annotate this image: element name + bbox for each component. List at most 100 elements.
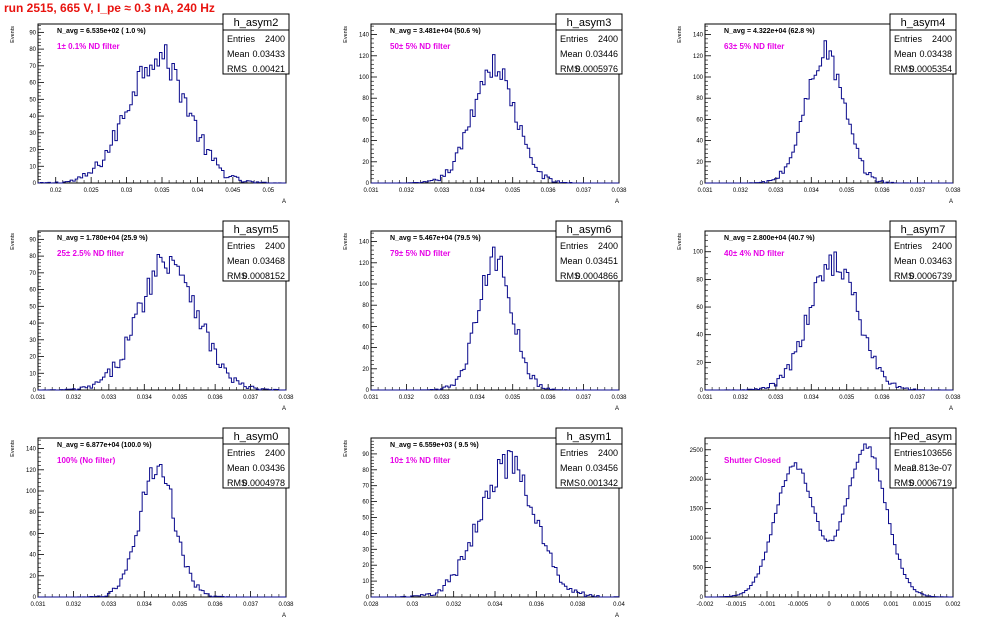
x-axis-title: A	[282, 406, 286, 412]
y-tick-label: 20	[362, 160, 369, 166]
stats-label-entries: Entries	[560, 241, 589, 251]
y-tick-label: 0	[33, 595, 37, 601]
navg-header: N_avg = 1.780e+04 (25.9 %)	[57, 235, 148, 242]
stats-box	[555, 13, 623, 75]
x-tick-label: 0.031	[697, 188, 713, 194]
y-tick-label: 80	[362, 468, 369, 474]
y-tick-label: 70	[362, 484, 369, 490]
y-tick-label: 1500	[690, 507, 704, 513]
histogram-name: h_asym7	[901, 224, 946, 236]
stats-label-rms: RMS	[227, 478, 247, 488]
y-tick-label: 20	[696, 360, 703, 366]
x-tick-label: 0.0005	[851, 602, 870, 608]
stats-value-mean: 0.03456	[585, 463, 618, 473]
stats-value-mean: 0.03468	[252, 256, 285, 266]
x-tick-label: 0.031	[363, 395, 379, 401]
stats-value-entries: 2400	[598, 241, 618, 251]
y-tick-label: 30	[29, 338, 36, 344]
histogram-name: hPed_asym	[894, 431, 952, 443]
run-title: run 2515, 665 V, I_pe ≈ 0.3 nA, 240 Hz	[4, 1, 215, 15]
stats-label-mean: Mean	[894, 49, 917, 59]
y-tick-label: 70	[29, 64, 36, 70]
stats-label-mean: Mean	[560, 256, 583, 266]
stats-label-entries: Entries	[227, 448, 256, 458]
x-tick-label: 0.04	[192, 188, 204, 194]
x-tick-label: 0.033	[101, 395, 117, 401]
y-tick-label: 30	[362, 547, 369, 553]
x-tick-label: 0.036	[208, 602, 224, 608]
y-tick-label: 80	[29, 47, 36, 53]
navg-header: N_avg = 4.322e+04 (62.8 %)	[724, 28, 815, 35]
y-axis-title: Events	[343, 440, 349, 457]
filter-annotation: 100% (No filter)	[57, 456, 116, 465]
x-tick-label: 0.034	[804, 395, 820, 401]
y-tick-label: 60	[696, 305, 703, 311]
stats-label-mean: Mean	[560, 49, 583, 59]
y-tick-label: 0	[33, 388, 37, 394]
y-tick-label: 90	[362, 452, 369, 458]
stats-box	[222, 13, 290, 75]
stats-value-rms: 0.0004978	[242, 478, 285, 488]
x-tick-label: 0.034	[487, 602, 503, 608]
x-tick-label: 0.038	[611, 188, 627, 194]
stats-label-rms: RMS	[894, 64, 914, 74]
navg-header: N_avg = 2.800e+04 (40.7 %)	[724, 235, 815, 242]
y-tick-label: 120	[26, 468, 37, 474]
y-axis-title: Events	[10, 26, 16, 43]
histogram-h-asym4: 0.031 0.032 0.033 0.034 0.035 0.036 0.037 0.038…	[677, 13, 961, 205]
y-tick-label: 50	[29, 304, 36, 310]
histogram-name: h_asym1	[567, 431, 612, 443]
x-tick-label: 0.034	[470, 395, 486, 401]
stats-box	[222, 427, 290, 489]
y-tick-label: 40	[362, 139, 369, 145]
x-tick-label: 0.031	[697, 395, 713, 401]
y-tick-label: 20	[696, 160, 703, 166]
x-tick-label: 0.037	[910, 395, 926, 401]
histogram-h-asym1: 0.028 0.03 0.032 0.034 0.036 0.038 0.04 0 10 20 30…	[343, 427, 625, 619]
x-tick-label: 0.035	[172, 395, 188, 401]
y-tick-label: 40	[29, 114, 36, 120]
histogram-h-asym3: 0.031 0.032 0.033 0.034 0.035 0.036 0.037 0.038…	[343, 13, 627, 205]
x-tick-label: 0.038	[945, 395, 961, 401]
y-tick-label: 80	[696, 96, 703, 102]
x-axis-title: A	[615, 613, 619, 619]
filter-annotation: 10± 1% ND filter	[390, 456, 450, 465]
stats-box	[889, 427, 957, 489]
x-tick-label: 0.03	[406, 602, 418, 608]
histogram-series	[704, 443, 953, 598]
x-tick-label: 0.036	[875, 188, 891, 194]
x-tick-label: 0.031	[30, 395, 46, 401]
stats-value-mean: 0.03433	[252, 49, 285, 59]
histogram-hPed-asym: -0.002 -0.0015 -0.001 -0.0005 0 0.0005 0.001 0.…	[690, 427, 961, 608]
histogram-h-asym7: 0.031 0.032 0.033 0.034 0.035 0.036 0.037 0.038…	[677, 220, 961, 412]
y-tick-label: 500	[693, 566, 704, 572]
x-tick-label: 0.034	[804, 188, 820, 194]
y-tick-label: 50	[362, 516, 369, 522]
x-tick-label: 0.032	[733, 188, 749, 194]
histogram-series	[38, 463, 286, 598]
x-tick-label: 0.05	[262, 188, 274, 194]
stats-value-rms: 0.0008152	[242, 271, 285, 281]
x-tick-label: 0.032	[66, 395, 82, 401]
x-tick-label: 0.031	[30, 602, 46, 608]
histogram-series	[704, 251, 953, 391]
y-tick-label: 0	[366, 181, 370, 187]
stats-value-mean: 0.03446	[585, 49, 618, 59]
filter-annotation: 25± 2.5% ND filter	[57, 249, 124, 258]
histogram-name: h_asym0	[234, 431, 279, 443]
x-tick-label: 0.038	[278, 395, 294, 401]
y-tick-label: 140	[693, 33, 704, 39]
x-tick-label: 0.001	[883, 602, 899, 608]
histogram-series	[705, 40, 953, 184]
x-tick-label: 0.002	[945, 602, 961, 608]
x-axis-title: A	[615, 199, 619, 205]
navg-header: N_avg = 6.877e+04 (100.0 %)	[57, 442, 152, 449]
histogram-name: h_asym3	[567, 17, 612, 29]
stats-value-rms: 0.0004866	[575, 271, 618, 281]
y-tick-label: 80	[362, 96, 369, 102]
y-tick-label: 10	[362, 579, 369, 585]
stats-value-rms: 0.00421	[252, 64, 285, 74]
stats-label-mean: Mean	[560, 463, 583, 473]
y-tick-label: 100	[26, 489, 37, 495]
